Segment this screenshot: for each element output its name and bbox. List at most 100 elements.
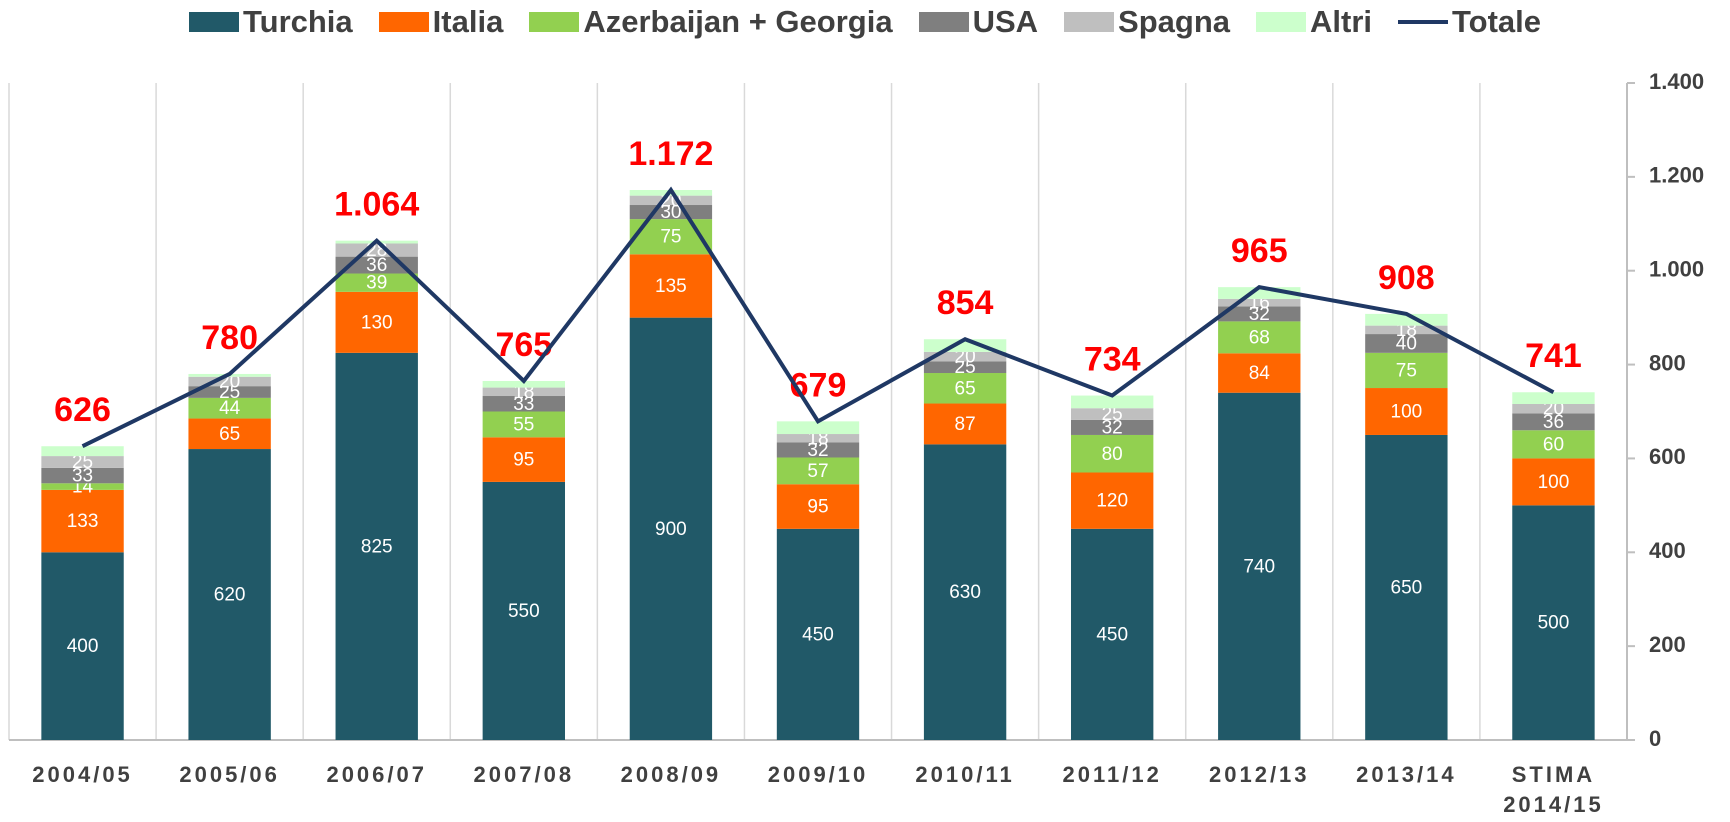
legend-item: Totale (1398, 4, 1541, 40)
legend-item: Turchia (189, 4, 353, 40)
bar-segment (482, 411, 566, 438)
legend-swatch (189, 12, 239, 32)
bar-segment (335, 243, 418, 257)
segment-label: 130 (361, 312, 393, 333)
legend-label: Italia (432, 4, 504, 39)
bar-segment (629, 195, 713, 206)
segment-label: 44 (219, 398, 241, 419)
segment-label: 740 (1243, 556, 1275, 577)
bar-segment (482, 396, 566, 412)
bar-segment (1365, 325, 1448, 335)
bar-segment (776, 457, 860, 485)
segment-label: 80 (1102, 444, 1123, 465)
legend-item: Spagna (1064, 4, 1230, 40)
segment-label: 40 (1396, 333, 1417, 354)
total-label: 1.172 (628, 135, 713, 173)
bar-segment (188, 376, 271, 387)
y-tick-label: 1.400 (1649, 69, 1704, 94)
segment-label: 30 (660, 202, 681, 223)
segment-label: 825 (361, 536, 393, 557)
bar-segment (188, 397, 271, 419)
bar-segment (1218, 287, 1301, 299)
segment-label: 32 (807, 440, 828, 461)
x-tick-label: 2011/12 (1062, 762, 1162, 787)
segment-label: 60 (1543, 434, 1564, 455)
segment-label: 25 (955, 357, 976, 378)
bar-segment (1218, 353, 1301, 393)
legend-label: Totale (1452, 4, 1541, 39)
segment-label: 75 (660, 227, 681, 248)
total-label: 679 (790, 366, 847, 404)
bar-segment (923, 373, 1007, 404)
legend-label: Altri (1310, 4, 1372, 39)
bar-segment (335, 273, 418, 292)
bar-segment (1070, 472, 1154, 529)
total-label: 626 (54, 391, 111, 429)
x-tick-label: 2010/11 (915, 762, 1015, 787)
bar-segment (482, 481, 566, 740)
total-label: 741 (1525, 337, 1582, 375)
legend-item: USA (918, 4, 1038, 40)
bar-segment (923, 361, 1007, 374)
segment-label: 900 (655, 519, 687, 540)
segment-label: 25 (72, 452, 93, 473)
bar-segment (1512, 430, 1595, 459)
y-tick-label: 1.200 (1649, 163, 1704, 188)
legend-label: Turchia (243, 4, 353, 39)
x-tick-label: 2013/14 (1356, 762, 1457, 787)
segment-label: 55 (513, 414, 534, 435)
bar-segment (923, 403, 1007, 445)
x-tick-label: 2006/07 (326, 762, 427, 787)
legend-swatch (1256, 12, 1306, 32)
bar-segment (41, 552, 124, 740)
segment-label: 25 (1102, 404, 1123, 425)
bar-segment (1218, 298, 1301, 307)
bar-segment (1512, 413, 1595, 431)
legend: Turchia Italia Azerbaijan + Georgia USA Spag… (0, 4, 1730, 40)
segment-label: 75 (1396, 360, 1417, 381)
bar-segment (776, 442, 860, 458)
bar-segment (1365, 334, 1448, 353)
segment-label: 450 (802, 624, 834, 645)
segment-label: 100 (1538, 472, 1570, 493)
y-tick-label: 200 (1649, 632, 1686, 657)
bar-segment (188, 418, 271, 450)
bar-segment (776, 421, 860, 435)
segment-label: 87 (955, 414, 976, 435)
segment-label: 550 (508, 601, 540, 622)
segment-label: 630 (949, 582, 981, 603)
y-tick-label: 0 (1649, 726, 1661, 751)
bar-segment (776, 434, 860, 443)
segment-label: 33 (513, 394, 534, 415)
segment-label: 500 (1538, 613, 1570, 634)
segment-label: 100 (1391, 402, 1423, 423)
bar-segment (1218, 392, 1301, 740)
bar-segment (188, 449, 271, 740)
bar-segment (629, 254, 713, 318)
x-tick-label: 2004/05 (32, 762, 133, 787)
bar-segment (1512, 392, 1595, 404)
bar-segment (1512, 458, 1595, 506)
total-label: 1.064 (334, 186, 419, 224)
bar-segment (41, 446, 124, 457)
x-tick-label: 2005/06 (179, 762, 280, 787)
segment-label: 65 (219, 424, 240, 445)
segment-label: 32 (1102, 417, 1123, 438)
segment-label: 135 (655, 276, 687, 297)
y-tick-label: 400 (1649, 538, 1686, 563)
legend-swatch (529, 12, 580, 32)
x-tick-label: 2008/09 (620, 762, 722, 787)
total-line (81, 186, 1555, 449)
bar-segment (1365, 313, 1448, 326)
segment-label: 95 (513, 450, 534, 471)
segment-label: 25 (219, 382, 240, 403)
bar-segment (1070, 528, 1154, 740)
bar-segment (188, 386, 271, 398)
bar-segment (1365, 388, 1448, 435)
legend-item: Italia (378, 4, 504, 40)
bar-segment (1070, 419, 1154, 435)
segment-label: 95 (807, 497, 828, 518)
bar-segment (41, 456, 124, 468)
